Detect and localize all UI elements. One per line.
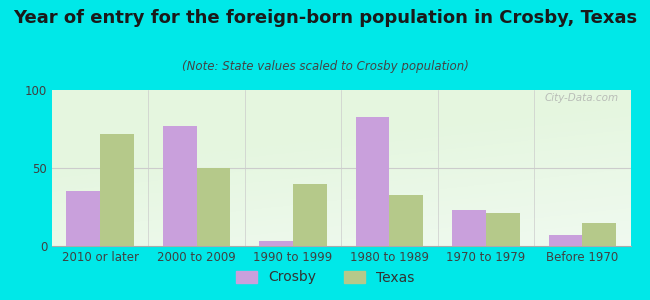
Bar xyxy=(293,184,327,246)
Bar xyxy=(549,235,582,246)
Bar xyxy=(389,194,423,246)
Text: City-Data.com: City-Data.com xyxy=(545,93,619,103)
Text: (Note: State values scaled to Crosby population): (Note: State values scaled to Crosby pop… xyxy=(181,60,469,73)
Bar xyxy=(163,126,196,246)
Legend: Crosby, Texas: Crosby, Texas xyxy=(230,265,420,290)
Text: Year of entry for the foreign-born population in Crosby, Texas: Year of entry for the foreign-born popul… xyxy=(13,9,637,27)
Bar xyxy=(452,210,486,246)
Bar xyxy=(66,191,100,246)
Bar xyxy=(582,223,616,246)
Bar xyxy=(196,168,230,246)
Bar xyxy=(486,213,519,246)
Bar xyxy=(356,116,389,246)
Bar xyxy=(259,241,293,246)
Bar xyxy=(100,134,134,246)
